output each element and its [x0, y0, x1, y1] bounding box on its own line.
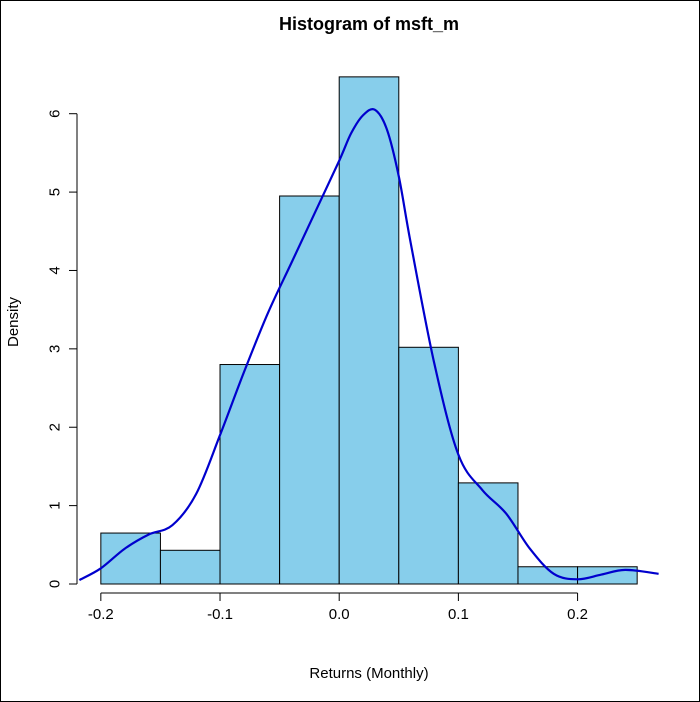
y-tick-label: 3	[47, 345, 64, 353]
histogram-bar-7	[457, 482, 519, 585]
y-tick-label: 4	[47, 266, 64, 274]
histogram-bars	[100, 76, 638, 585]
x-tick-label: -0.1	[207, 606, 233, 623]
y-tick-label: 6	[47, 110, 64, 118]
x-tick-label: 0.2	[567, 606, 588, 623]
histogram-bar-5	[338, 76, 400, 585]
x-tick-label: -0.2	[88, 606, 114, 623]
y-tick-label: 5	[47, 188, 64, 196]
x-axis-label: Returns (Monthly)	[309, 665, 428, 682]
x-tick-label: 0.1	[448, 606, 469, 623]
histogram-bar-1	[100, 532, 161, 585]
density-curve-layer	[78, 108, 659, 582]
histogram-bar-2	[159, 549, 221, 585]
chart-title: Histogram of msft_m	[279, 14, 459, 34]
histogram-bar-4	[279, 195, 340, 585]
y-tick-label: 0	[47, 580, 64, 588]
y-tick-label: 1	[47, 501, 64, 509]
y-tick-label: 2	[47, 423, 64, 431]
histogram-bar-6	[398, 346, 459, 585]
y-axis-label: Density	[5, 296, 22, 347]
density-curve	[78, 108, 659, 582]
y-axis: 0 1 2 3 4 5 6	[47, 110, 78, 588]
x-tick-label: 0.0	[329, 606, 350, 623]
x-axis: -0.2 -0.1 0.0 0.1 0.2	[88, 592, 588, 623]
histogram-bar-3	[219, 364, 281, 585]
